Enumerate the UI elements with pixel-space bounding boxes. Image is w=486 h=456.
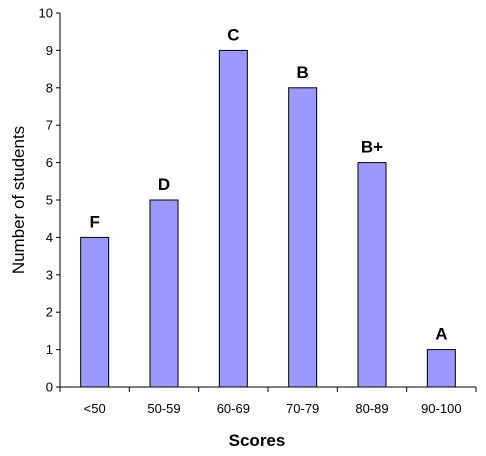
bar-grade-label: D bbox=[158, 175, 170, 194]
bar bbox=[357, 162, 387, 388]
y-axis-title: Number of students bbox=[9, 126, 28, 274]
y-tick-label: 9 bbox=[46, 43, 53, 58]
x-tick-label: <50 bbox=[84, 401, 106, 416]
y-tick-label: 6 bbox=[46, 155, 53, 170]
bar bbox=[80, 236, 110, 388]
bar bbox=[288, 87, 318, 388]
y-tick-label: 8 bbox=[46, 80, 53, 95]
y-tick-label: 3 bbox=[46, 267, 53, 282]
bar bbox=[218, 49, 248, 388]
x-tick-label: 70-79 bbox=[286, 401, 319, 416]
y-tick-label: 1 bbox=[46, 342, 53, 357]
y-tick-label: 2 bbox=[46, 305, 53, 320]
bar-grade-label: F bbox=[89, 212, 99, 231]
bar-grade-label: B bbox=[297, 63, 309, 82]
y-tick-label: 5 bbox=[46, 193, 53, 208]
bar-grade-label: A bbox=[435, 325, 447, 344]
bar bbox=[149, 199, 179, 388]
y-tick-label: 0 bbox=[46, 380, 53, 395]
x-tick-label: 90-100 bbox=[421, 401, 461, 416]
x-tick-label: 50-59 bbox=[147, 401, 180, 416]
x-tick-label: 80-89 bbox=[355, 401, 388, 416]
x-axis-ticks: <50 50-59 60-69 70-79 80-89 90-100 bbox=[59, 387, 477, 416]
bars bbox=[80, 49, 456, 388]
bar-grade-label: C bbox=[227, 25, 239, 44]
bar-grade-label: B+ bbox=[361, 138, 383, 157]
y-tick-label: 7 bbox=[46, 118, 53, 133]
x-tick-label: 60-69 bbox=[217, 401, 250, 416]
bar-labels: F D C B B+ A bbox=[89, 25, 447, 343]
x-axis-title: Scores bbox=[229, 431, 286, 450]
y-tick-label: 4 bbox=[46, 230, 53, 245]
y-tick-label: 10 bbox=[39, 6, 53, 21]
bar bbox=[426, 349, 456, 388]
y-axis-ticks: 0 1 2 3 4 5 6 7 8 9 10 bbox=[39, 6, 60, 395]
